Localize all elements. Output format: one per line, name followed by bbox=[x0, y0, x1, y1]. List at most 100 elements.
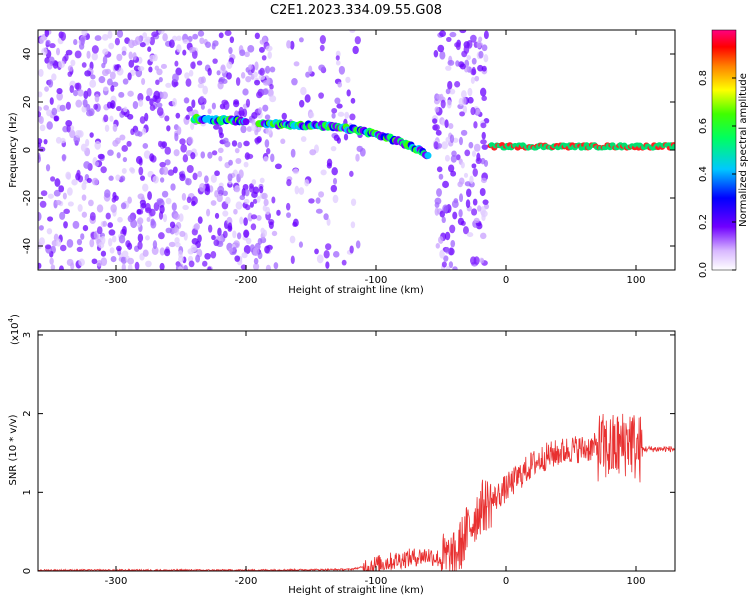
spectrogram-noise-mark bbox=[152, 240, 158, 250]
spectrogram-noise-mark bbox=[91, 177, 99, 186]
spectrogram-noise-mark bbox=[435, 242, 440, 249]
spectrogram-noise-mark bbox=[58, 185, 65, 193]
spectrogram-noise-mark bbox=[101, 34, 109, 41]
spectrogram-noise-mark bbox=[257, 251, 263, 260]
spectrogram-noise-mark bbox=[241, 188, 246, 197]
spectrogram-noise-mark bbox=[447, 59, 455, 66]
spectrogram-noise-mark bbox=[96, 226, 103, 235]
spectrogram-noise-mark bbox=[186, 106, 193, 113]
spectrogram-noise-mark bbox=[447, 80, 453, 90]
spectrogram-noise-mark bbox=[446, 99, 452, 109]
spectrogram-noise-mark bbox=[70, 59, 76, 67]
spectrogram-y-tick-label: 0 bbox=[22, 147, 33, 153]
spectrogram-noise-mark bbox=[213, 124, 220, 130]
spectrogram-noise-mark bbox=[50, 176, 56, 182]
spectrogram-noise-mark bbox=[145, 36, 151, 43]
spectrogram-noise-mark bbox=[190, 61, 196, 69]
snr-y-ticks: 0 1 2 3 bbox=[22, 332, 675, 574]
spectrogram-noise-mark bbox=[59, 104, 66, 112]
spectrogram-noise-mark bbox=[325, 243, 332, 251]
spectrogram-noise-mark bbox=[145, 260, 152, 268]
spectrogram-noise-mark bbox=[149, 153, 155, 162]
spectrogram-noise-mark bbox=[235, 201, 243, 210]
spectrogram-noise-mark bbox=[82, 224, 89, 232]
spectrogram-noise-mark bbox=[480, 157, 486, 165]
spectrogram-noise-mark bbox=[262, 104, 269, 112]
spectrogram-noise-mark bbox=[331, 167, 338, 176]
spectrogram-noise-mark bbox=[38, 115, 44, 125]
spectrogram-noise-mark bbox=[38, 68, 44, 77]
spectrogram-noise-mark bbox=[38, 111, 42, 118]
spectrogram-noise-mark bbox=[185, 78, 192, 87]
spectrogram-noise-mark bbox=[116, 30, 124, 38]
spectrogram-noise-mark bbox=[216, 193, 223, 203]
spectrogram-noise-mark bbox=[271, 230, 278, 237]
spectrogram-noise-mark bbox=[243, 217, 248, 226]
spectrogram-noise-mark bbox=[134, 261, 140, 270]
spectrogram-noise-mark bbox=[145, 235, 150, 241]
spectrogram-noise-mark bbox=[188, 260, 195, 268]
spectrogram-noise-mark bbox=[482, 199, 489, 205]
spectrogram-noise-mark bbox=[159, 262, 165, 270]
spectrogram-noise-mark bbox=[127, 257, 135, 265]
spectrogram-noise-mark bbox=[161, 190, 169, 198]
spectrogram-noise-mark bbox=[207, 67, 212, 76]
spectrogram-noise-mark bbox=[103, 114, 109, 123]
spectrogram-noise-mark bbox=[44, 57, 50, 64]
colorbar-tick-label: 0.0 bbox=[698, 262, 709, 278]
spectrogram-noise-mark bbox=[89, 211, 96, 221]
spectrogram-noise-mark bbox=[142, 142, 149, 149]
spectrogram-noise-mark bbox=[175, 67, 182, 76]
spectrogram-noise-mark bbox=[175, 241, 181, 248]
spectrogram-noise-mark bbox=[335, 55, 340, 61]
spectrogram-noise-mark bbox=[65, 101, 71, 110]
spectrogram-noise-mark bbox=[218, 155, 223, 162]
spectrogram-noise-mark bbox=[299, 99, 305, 108]
spectrogram-noise-mark bbox=[191, 99, 196, 109]
spectrogram-noise-mark bbox=[137, 65, 145, 72]
spectrogram-noise-mark bbox=[243, 198, 250, 205]
spectrogram-noise-mark bbox=[252, 262, 260, 270]
spectrogram-noise-mark bbox=[446, 36, 452, 43]
spectrogram-noise-mark bbox=[469, 175, 474, 184]
spectrogram-noise-mark bbox=[96, 204, 104, 213]
spectrogram-noise-mark bbox=[58, 265, 64, 270]
spectrogram-noise-mark bbox=[320, 169, 327, 176]
spectrogram-noise-mark bbox=[77, 204, 83, 212]
spectrogram-noise-mark bbox=[359, 147, 366, 157]
spectrogram-noise-mark bbox=[438, 236, 444, 244]
spectrogram-noise-mark bbox=[86, 87, 92, 97]
spectrogram-noise-mark bbox=[243, 161, 249, 168]
spectrogram-noise-mark bbox=[231, 140, 238, 147]
spectrogram-noise-mark bbox=[466, 232, 474, 238]
spectrogram-noise-mark bbox=[138, 99, 144, 107]
spectrogram-noise-mark bbox=[185, 178, 192, 186]
spectrogram-noise-mark bbox=[269, 83, 274, 90]
spectrogram-noise-mark bbox=[274, 163, 282, 170]
spectrogram-noise-mark bbox=[472, 198, 478, 206]
spectrogram-noise-mark bbox=[157, 140, 163, 148]
spectrogram-noise-mark bbox=[197, 170, 203, 178]
spectrogram-noise-mark bbox=[238, 106, 244, 115]
spectrogram-noise-mark bbox=[298, 241, 303, 248]
spectrogram-noise-mark bbox=[110, 204, 117, 213]
spectrogram-noise-mark bbox=[439, 50, 446, 60]
spectrogram-noise-mark bbox=[455, 60, 460, 67]
spectrogram-noise-mark bbox=[147, 191, 152, 201]
spectrogram-noise-mark bbox=[433, 141, 439, 150]
spectrogram-noise-mark bbox=[141, 128, 147, 135]
spectrogram-noise-mark bbox=[346, 89, 351, 97]
spectrogram-noise-mark bbox=[228, 47, 233, 55]
spectrogram-noise-mark bbox=[247, 212, 253, 222]
spectrogram-noise-mark bbox=[111, 196, 117, 203]
snr-x-tick-label: 0 bbox=[503, 576, 509, 587]
spectrogram-noise-mark bbox=[448, 123, 454, 129]
spectrogram-noise-mark bbox=[66, 238, 74, 248]
spectrogram-noise-mark bbox=[286, 212, 292, 219]
spectrogram-noise-mark bbox=[38, 262, 42, 269]
spectrogram-noise-mark bbox=[53, 115, 60, 122]
spectrogram-noise-mark bbox=[165, 197, 172, 205]
spectrogram-noise-mark bbox=[109, 71, 116, 80]
spectrogram-noise-mark bbox=[235, 158, 242, 165]
